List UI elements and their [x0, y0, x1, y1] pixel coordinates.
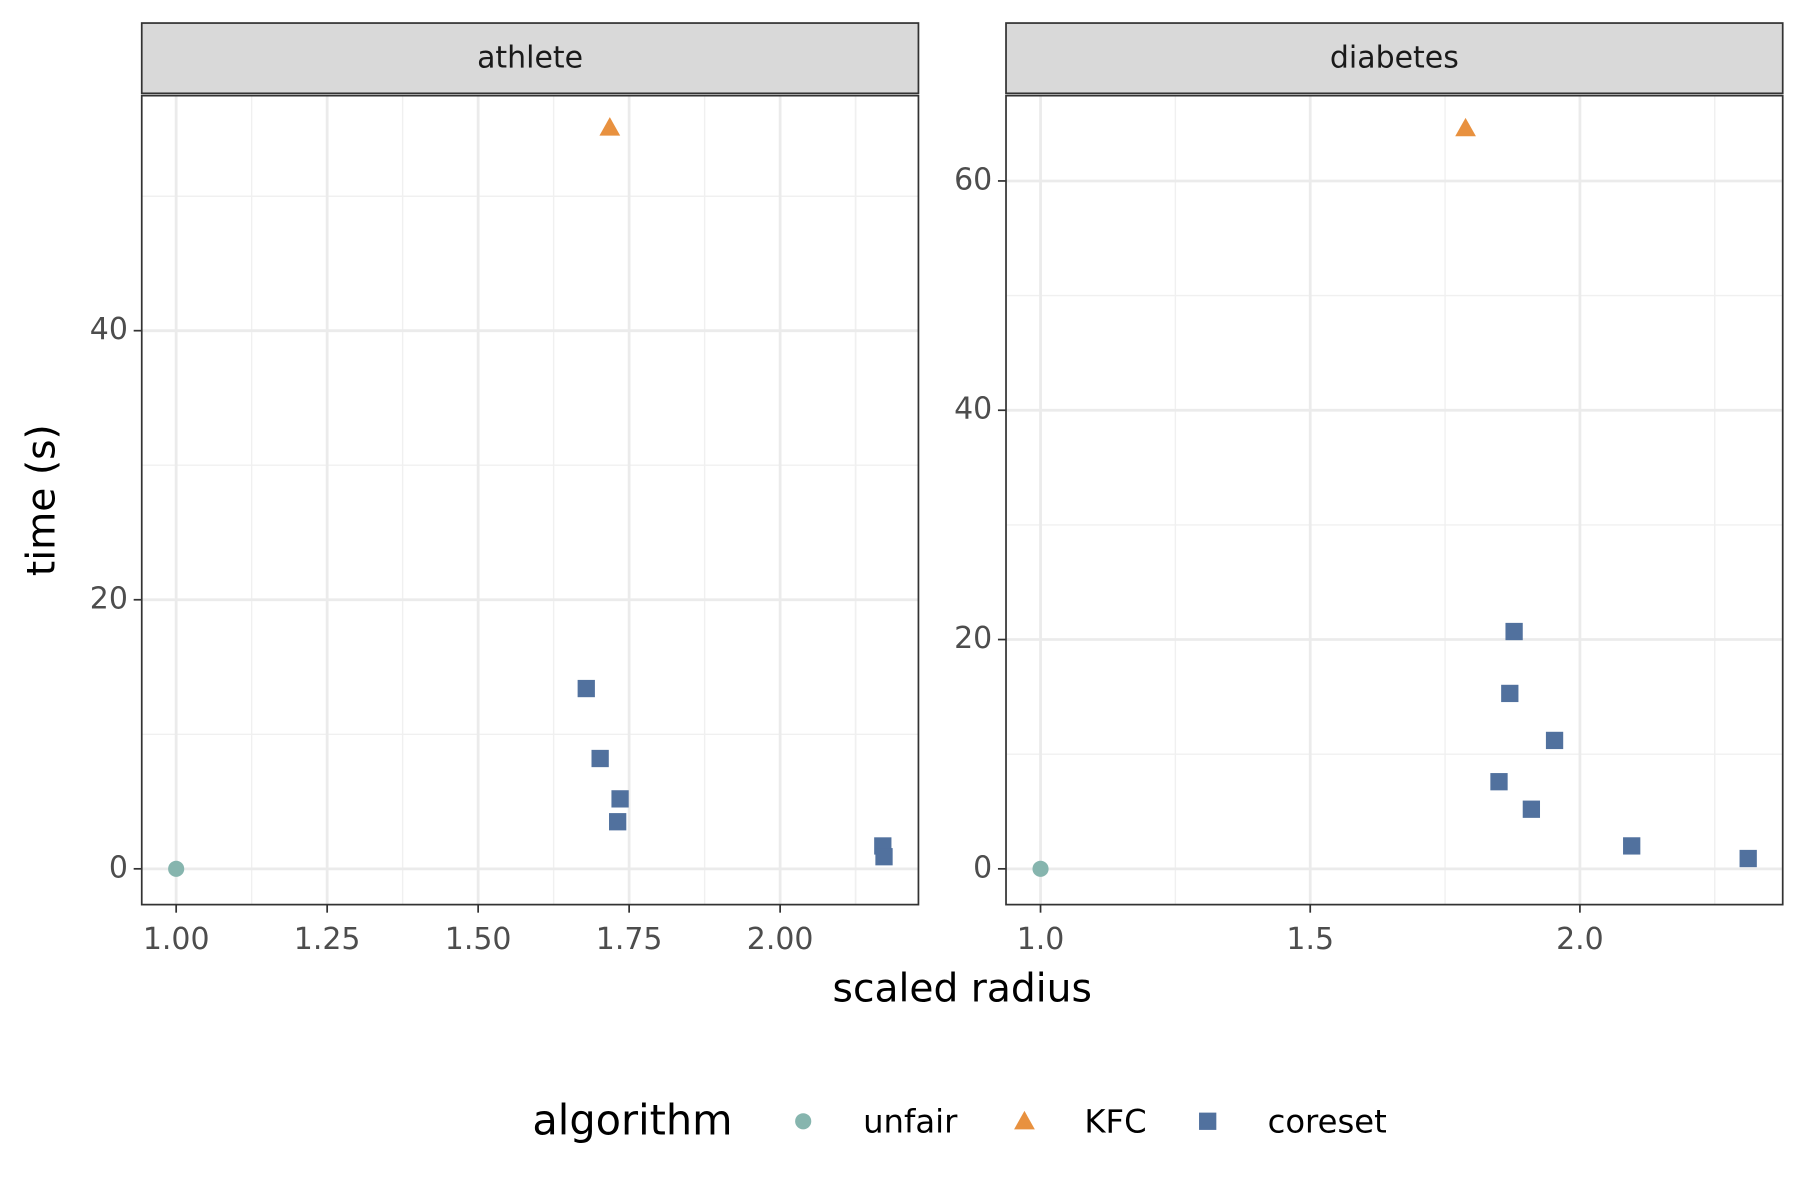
point	[1014, 1110, 1035, 1130]
x-tick-label: 2.0	[1556, 922, 1604, 957]
x-tick-label: 1.25	[294, 922, 361, 957]
x-tick-label: 2.00	[747, 922, 814, 957]
panel-border	[140, 94, 920, 906]
x-tick-label: 1.5	[1286, 922, 1334, 957]
strip-label: athlete	[477, 40, 583, 75]
point	[1545, 731, 1564, 750]
legend-label: coreset	[1268, 1103, 1387, 1141]
point	[1455, 117, 1476, 137]
point	[1199, 1112, 1217, 1130]
x-tick-label: 1.75	[596, 922, 663, 957]
x-tick-label: 1.00	[143, 922, 210, 957]
strip-label: diabetes	[1330, 40, 1459, 75]
point	[611, 790, 629, 808]
point	[591, 749, 609, 768]
y-tick-label: 0	[973, 850, 992, 885]
y-tick-label: 20	[954, 621, 992, 656]
y-tick-label: 20	[90, 581, 128, 616]
strip	[1005, 22, 1784, 95]
point	[599, 117, 621, 136]
point	[1032, 860, 1049, 877]
point	[1490, 773, 1508, 791]
strip	[140, 22, 920, 95]
point	[609, 813, 627, 831]
point	[1522, 800, 1541, 818]
y-tick-label: 40	[90, 312, 128, 347]
point	[577, 679, 595, 698]
x-tick-label: 1.0	[1017, 922, 1065, 957]
legend-label: unfair	[863, 1103, 958, 1141]
point	[1623, 837, 1641, 855]
point	[1501, 684, 1519, 703]
panel-border	[1005, 94, 1784, 906]
y-tick-label: 0	[109, 850, 128, 885]
point	[795, 1113, 812, 1130]
x-axis-title: scaled radius	[833, 967, 1092, 1012]
point	[168, 860, 185, 877]
point	[1739, 849, 1757, 868]
x-tick-label: 1.50	[445, 922, 512, 957]
point	[875, 848, 893, 866]
legend-title: algorithm	[532, 1096, 732, 1145]
point	[1505, 622, 1523, 641]
y-tick-label: 60	[954, 162, 992, 197]
y-tick-label: 40	[954, 392, 992, 427]
y-axis-title: time (s)	[19, 424, 64, 576]
legend-label: KFC	[1084, 1103, 1146, 1141]
